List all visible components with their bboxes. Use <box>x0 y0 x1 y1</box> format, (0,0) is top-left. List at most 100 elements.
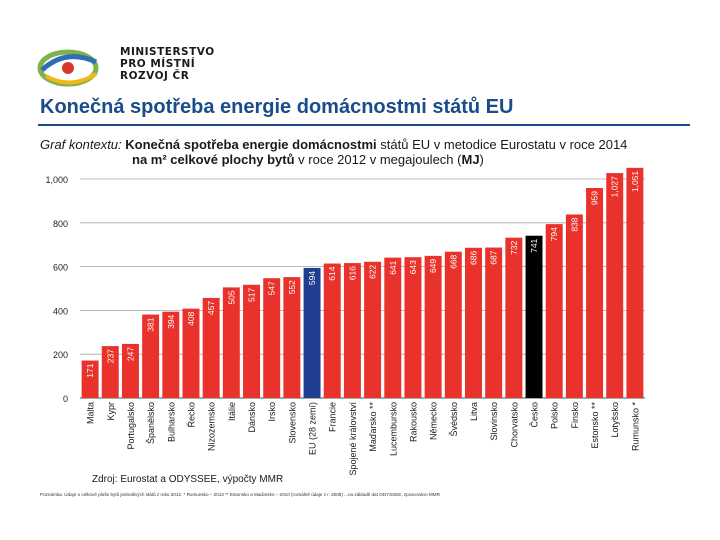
ministry-logo <box>37 49 99 87</box>
ministry-name: MINISTERSTVO PRO MÍSTNÍ ROZVOJ ČR <box>120 46 215 82</box>
bar <box>545 224 563 398</box>
bar <box>142 314 160 398</box>
subtitle-rest-1: států EU v metodice Eurostatu v roce 201… <box>376 137 628 152</box>
category-label: Dánsko <box>247 402 257 433</box>
bar <box>565 214 583 398</box>
data-label: 687 <box>489 250 499 264</box>
data-label: 394 <box>166 314 176 328</box>
bar <box>243 284 260 398</box>
data-label: 171 <box>85 363 95 377</box>
title-divider <box>38 124 690 126</box>
bar <box>525 235 543 398</box>
bar <box>263 278 281 398</box>
ministry-line-2: PRO MÍSTNÍ <box>120 58 196 70</box>
data-label: 247 <box>125 347 135 361</box>
category-label: Rumunsko * <box>630 402 640 452</box>
y-tick-label: 0 <box>63 394 68 404</box>
data-label: 547 <box>267 281 277 295</box>
data-label: 686 <box>468 250 478 264</box>
data-label: 959 <box>590 191 600 205</box>
y-tick-label: 600 <box>53 263 68 273</box>
category-label: Nizozemsko <box>207 402 217 451</box>
category-label: Polsko <box>550 402 560 429</box>
category-label: Itálie <box>227 402 237 421</box>
data-label: 616 <box>347 266 357 280</box>
data-label: 237 <box>105 349 115 363</box>
bar <box>101 346 119 398</box>
category-label: EU (28 zemí) <box>308 402 318 455</box>
bar <box>121 343 139 398</box>
data-label: 381 <box>146 317 156 331</box>
category-label: Chorvatsko <box>509 402 519 448</box>
y-tick-label: 200 <box>53 350 68 360</box>
subtitle-bold-2: na m² celkové plochy bytů <box>132 152 295 167</box>
y-tick-label: 800 <box>53 219 68 229</box>
category-label: Malta <box>86 402 96 424</box>
category-label: Německo <box>429 402 439 440</box>
footnote: Poznámka: Údaje o celkové ploše bytů jed… <box>40 492 440 497</box>
bar <box>364 261 382 398</box>
category-label: Kypr <box>106 402 116 421</box>
category-label: Bulharsko <box>166 402 176 442</box>
ministry-line-1: MINISTERSTVO <box>120 46 215 58</box>
category-label: Irsko <box>267 402 277 422</box>
bar <box>384 257 402 398</box>
subtitle-rest-2: v roce 2012 v megajoulech ( <box>294 152 462 167</box>
category-label: Rakousko <box>408 402 418 442</box>
y-tick-label: 400 <box>53 306 68 316</box>
data-label: 1,051 <box>630 171 640 193</box>
subtitle-bold-3: MJ <box>461 152 480 167</box>
bar <box>182 308 200 398</box>
bar <box>586 187 604 398</box>
chart-subtitle: Graf kontextu: Konečná spotřeba energie … <box>40 137 700 167</box>
data-label: 838 <box>569 217 579 231</box>
bar <box>404 257 422 398</box>
data-label: 517 <box>247 288 257 302</box>
category-label: Francie <box>328 402 338 432</box>
source-note: Zdroj: Eurostat a ODYSSEE, výpočty MMR <box>92 474 284 485</box>
category-label: Portugalsko <box>126 402 136 450</box>
data-label: 408 <box>186 311 196 325</box>
data-label: 649 <box>428 259 438 273</box>
bar <box>485 247 503 398</box>
data-label: 622 <box>368 265 378 279</box>
data-label: 614 <box>327 266 337 280</box>
category-label: Maďarsko ** <box>368 402 378 452</box>
y-tick-label: 1,000 <box>45 175 68 185</box>
category-label: Řecko <box>186 402 196 428</box>
bar <box>343 263 361 398</box>
data-label: 732 <box>509 240 519 254</box>
data-label: 457 <box>206 301 216 315</box>
category-label: Litva <box>469 402 479 421</box>
data-label: 641 <box>388 260 398 274</box>
ministry-line-3: ROZVOJ ČR <box>120 70 190 82</box>
data-label: 643 <box>408 260 418 274</box>
bar <box>323 263 341 398</box>
data-label: 794 <box>549 227 559 241</box>
category-label: Švédsko <box>449 402 459 437</box>
category-label: Finsko <box>570 402 580 429</box>
bar <box>465 247 482 398</box>
bar <box>202 297 220 398</box>
data-label: 552 <box>287 280 297 294</box>
bar <box>162 311 180 398</box>
data-label: 668 <box>448 254 458 268</box>
subtitle-bold-1: Konečná spotřeba energie domácnostmi <box>125 137 377 152</box>
category-label: Lotyšsko <box>610 402 620 438</box>
page-title: Konečná spotřeba energie domácnostmi stá… <box>40 96 514 118</box>
data-label: 505 <box>226 290 236 304</box>
subtitle-end-2: ) <box>479 152 484 167</box>
category-label: Spojené království <box>348 402 358 476</box>
bar <box>283 277 301 398</box>
category-label: Slovinsko <box>489 402 499 441</box>
category-label: Estonsko ** <box>590 402 600 449</box>
bar <box>606 173 624 398</box>
bar <box>303 267 321 398</box>
data-label: 594 <box>307 271 317 285</box>
bar <box>81 360 99 398</box>
category-label: Slovensko <box>287 402 297 444</box>
data-label: 741 <box>529 238 539 252</box>
data-label: 1,027 <box>610 176 620 198</box>
subtitle-prefix: Graf kontextu: <box>40 137 126 152</box>
